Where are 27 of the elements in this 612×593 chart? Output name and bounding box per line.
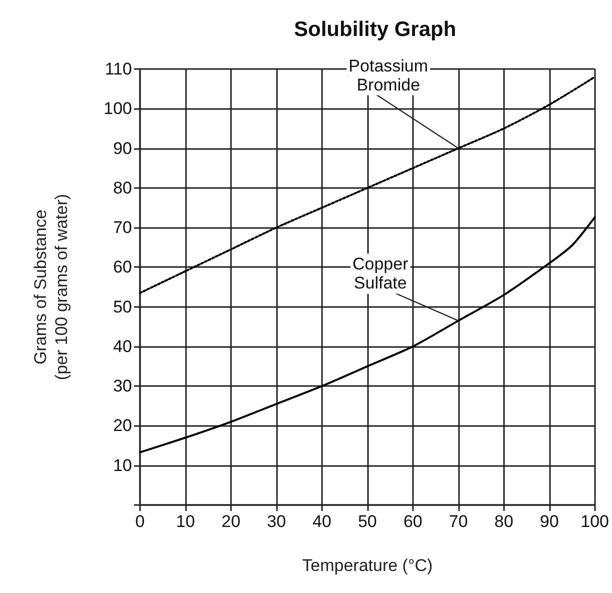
x-tick-label: 0 [135, 512, 145, 531]
y-tick-label: 70 [113, 218, 132, 238]
y-tick-label: 20 [113, 416, 132, 436]
y-tick-label: 80 [113, 178, 132, 198]
x-tick-label: 50 [358, 512, 377, 531]
x-tick-label: 100 [580, 512, 610, 531]
y-tick-label: 110 [104, 60, 132, 78]
y-tick-label: 60 [113, 258, 132, 277]
chart-title: Solubility Graph [294, 18, 456, 41]
y-tick-label: 40 [113, 336, 132, 356]
x-tick-label: 70 [448, 512, 468, 531]
text: Copper Sulfate [352, 254, 409, 293]
x-tick-label: 40 [312, 512, 332, 531]
y-tick-label: 100 [104, 99, 132, 118]
y-tick-label: 30 [113, 376, 132, 396]
y-tick-label: 90 [113, 138, 132, 158]
x-tick-label: 60 [403, 512, 422, 531]
x-axis-title: Temperature (°C) [302, 556, 433, 575]
y-axis-title: Grams of Substance (per 100 grams of water) [31, 194, 71, 380]
x-tick-label: 30 [266, 512, 286, 531]
x-tick-label: 10 [176, 512, 195, 531]
x-tick-label: 80 [494, 512, 514, 531]
y-tick-label: 10 [113, 456, 132, 475]
x-tick-label: 90 [540, 512, 559, 531]
x-tick-label: 20 [222, 512, 240, 531]
y-tick-label: 50 [113, 297, 132, 316]
text: Potassium Bromide [348, 56, 428, 94]
